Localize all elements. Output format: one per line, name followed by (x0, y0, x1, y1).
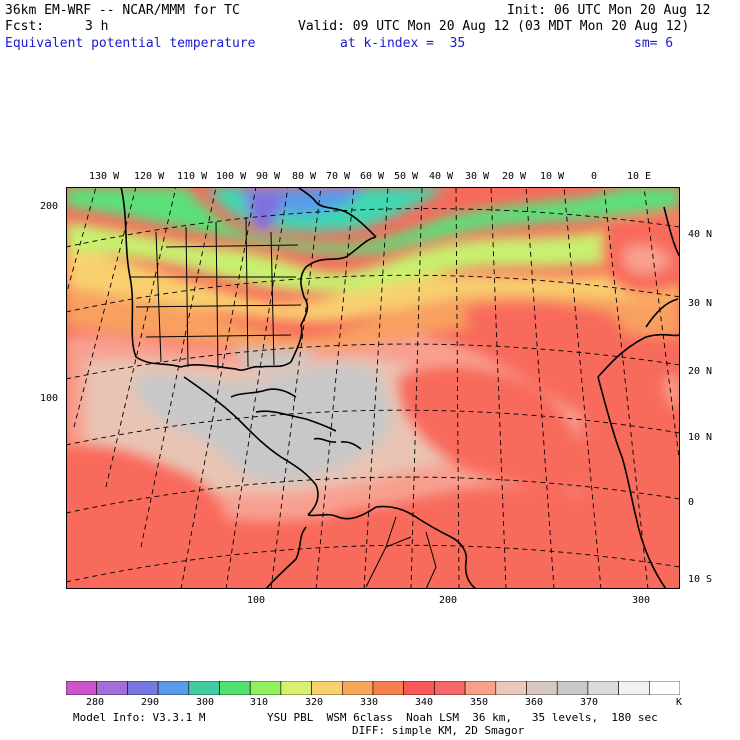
model-info: Model Info: V3.3.1 M (73, 711, 206, 724)
lon-tick: 70 W (326, 171, 351, 182)
colorbar-label: 350 (470, 697, 489, 708)
lon-tick: 40 W (429, 171, 454, 182)
colorbar-cell (96, 681, 128, 695)
physics-info: YSU PBL WSM 6class Noah LSM 36 km, 35 le… (267, 711, 658, 724)
colorbar-cell (648, 681, 680, 695)
lon-tick: 110 W (177, 171, 208, 182)
diffusion-info: DIFF: simple KM, 2D Smagor (352, 724, 525, 737)
colorbar-cell (495, 681, 527, 695)
lon-tick: 80 W (292, 171, 317, 182)
lon-tick: 100 W (216, 171, 247, 182)
colorbar-cell (249, 681, 282, 695)
colorbar-cell (464, 681, 497, 695)
political-boundaries (130, 216, 437, 589)
colorbar-label: 290 (141, 697, 160, 708)
lat-tick: 0 (688, 497, 695, 508)
init-time: Init: 06 UTC Mon 20 Aug 12 (507, 3, 711, 18)
model-title: 36km EM-WRF -- NCAR/MMM for TC (5, 3, 240, 18)
temperature-field (66, 187, 680, 589)
colorbar-cell (341, 681, 374, 695)
colorbar-label: 280 (86, 697, 105, 708)
lat-tick: 10 S (688, 574, 713, 585)
colorbar-label: 310 (250, 697, 269, 708)
forecast-hour: 3 h (85, 19, 109, 34)
lon-tick: 130 W (89, 171, 120, 182)
lon-tick: 50 W (394, 171, 419, 182)
colorbar-label: 300 (196, 697, 215, 708)
lon-tick: 10 W (540, 171, 565, 182)
colorbar-cell (618, 681, 650, 695)
coastlines (120, 187, 680, 589)
grid-y-tick: 100 (40, 393, 59, 404)
colorbar-cell (311, 681, 343, 695)
lon-tick: 20 W (502, 171, 527, 182)
level-info: at k-index = 35 (340, 36, 466, 51)
colorbar-cell (219, 681, 251, 695)
colorbar-unit: K (676, 697, 683, 708)
colorbar-cell (434, 681, 466, 695)
lon-tick: 0 (591, 171, 598, 182)
grid-x-tick: 300 (632, 595, 651, 606)
colorbar-cell (188, 681, 220, 695)
equivalent-potential-temperature-map (66, 187, 680, 589)
colorbar-cell (556, 681, 589, 695)
colorbar-label: 320 (305, 697, 324, 708)
colorbar-cell (157, 681, 190, 695)
smoothing-info: sm= 6 (634, 36, 674, 51)
lat-tick: 20 N (688, 366, 713, 377)
valid-time: Valid: 09 UTC Mon 20 Aug 12 (03 MDT Mon … (298, 19, 690, 34)
lon-tick: 60 W (360, 171, 385, 182)
lat-tick: 10 N (688, 432, 713, 443)
colorbar-cell (280, 681, 312, 695)
colorbar-cell (587, 681, 619, 695)
lat-tick: 30 N (688, 298, 713, 309)
colorbar-cell (372, 681, 405, 695)
lat-lon-graticule (66, 187, 680, 589)
map-frame (66, 187, 680, 589)
colorbar-cell (526, 681, 558, 695)
colorbar-label: 370 (580, 697, 599, 708)
grid-x-tick: 100 (247, 595, 266, 606)
colorbar-label: 360 (525, 697, 544, 708)
forecast-label: Fcst: (5, 19, 45, 34)
colorbar-cell (403, 681, 435, 695)
lon-tick: 120 W (134, 171, 165, 182)
lat-tick: 40 N (688, 229, 713, 240)
colorbar-cell (127, 681, 159, 695)
field-name: Equivalent potential temperature (5, 36, 256, 51)
temperature-colorbar (66, 681, 680, 695)
colorbar-cell (66, 681, 98, 695)
grid-y-tick: 200 (40, 201, 59, 212)
grid-x-tick: 200 (439, 595, 458, 606)
colorbar-label: 330 (360, 697, 379, 708)
lon-tick: 30 W (465, 171, 490, 182)
lon-tick: 10 E (627, 171, 652, 182)
colorbar-label: 340 (415, 697, 434, 708)
lon-tick: 90 W (256, 171, 281, 182)
